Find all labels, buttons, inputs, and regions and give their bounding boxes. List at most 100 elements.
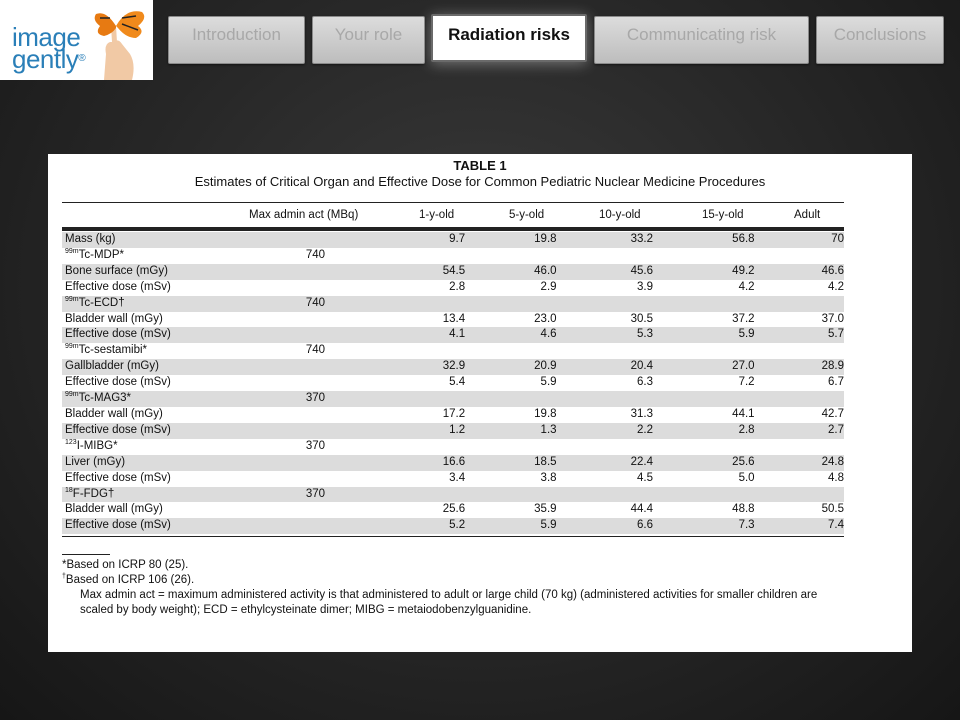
dose-value-cell: 6.3: [556, 375, 654, 392]
tab-radiation-risks[interactable]: Radiation risks: [431, 14, 587, 62]
dose-value-cell: [754, 438, 844, 455]
isotope-mass-number: 99m: [65, 248, 79, 256]
dose-value-cell: 24.8: [754, 454, 844, 471]
dose-value-cell: [556, 343, 654, 360]
row-label-text: Effective dose (mSv): [65, 423, 171, 436]
table-panel: TABLE 1 Estimates of Critical Organ and …: [48, 154, 912, 652]
table-row: Bone surface (mGy) 54.5 46.0 45.6 49.2 46.6: [62, 263, 844, 280]
row-label-text: Bladder wall (mGy): [65, 407, 163, 420]
row-label-text: Tc-sestamibi*: [78, 344, 148, 357]
tab-communicating-risk[interactable]: Communicating risk: [594, 16, 809, 64]
dose-value-cell: [465, 247, 557, 264]
dose-value-cell: 70: [754, 232, 844, 248]
row-label: Mass (kg): [62, 232, 244, 248]
dose-value-cell: 20.4: [556, 359, 654, 376]
dose-value-cell: [329, 247, 466, 264]
row-label: Bladder wall (mGy): [62, 406, 244, 423]
col-header-1y: 1-y-old: [419, 209, 455, 221]
image-gently-logo: image gently®: [0, 0, 153, 80]
dose-value-cell: 44.4: [556, 502, 654, 519]
dose-value-cell: 2.2: [556, 422, 654, 439]
dose-value-cell: 6.7: [754, 375, 844, 392]
footnote-rule: [62, 554, 110, 555]
dose-value-cell: 5.4: [329, 375, 466, 392]
max-admin-act-cell: [243, 232, 330, 248]
dose-value-cell: 46.6: [754, 263, 844, 280]
dose-value-cell: 19.8: [465, 232, 557, 248]
max-admin-act-cell: [243, 263, 330, 280]
table-subtitle: Estimates of Critical Organ and Effectiv…: [194, 174, 766, 189]
max-admin-act-cell: [243, 502, 330, 519]
max-admin-act-cell: [243, 406, 330, 423]
row-label-text: Gallbladder (mGy): [65, 360, 159, 373]
row-label-text: Effective dose (mSv): [65, 519, 171, 532]
table-row: Bladder wall (mGy) 17.2 19.8 31.3 44.1 42.7: [62, 406, 844, 423]
table-row: Effective dose (mSv) 4.1 4.6 5.3 5.9 5.7: [62, 327, 844, 344]
row-label: 99mTc-sestamibi*: [62, 343, 244, 360]
max-admin-act-cell: 370: [243, 438, 330, 455]
table-header: Max admin act (MBq) 1-y-old 5-y-old 10-y…: [62, 207, 844, 225]
dose-value-cell: [556, 247, 654, 264]
row-label: 123I-MIBG*: [62, 438, 244, 455]
row-label: 99mTc-ECD†: [62, 295, 244, 312]
logo-wordmark: image gently®: [12, 24, 86, 72]
table-row: 99mTc-MDP* 740: [62, 247, 844, 264]
footnote-1: *Based on ICRP 80 (25).: [62, 559, 189, 571]
col-header-max-act: Max admin act (MBq): [249, 209, 359, 221]
dose-value-cell: 27.0: [653, 359, 755, 376]
dose-value-cell: [465, 391, 557, 407]
row-label-text: Effective dose (mSv): [65, 471, 171, 484]
dose-value-cell: 28.9: [754, 359, 844, 376]
col-header-5y: 5-y-old: [509, 209, 545, 221]
dose-value-cell: [465, 295, 557, 312]
dose-value-cell: 48.8: [653, 502, 755, 519]
header-rule: [62, 227, 844, 231]
table-row: Effective dose (mSv) 5.2 5.9 6.6 7.3 7.4: [62, 518, 844, 535]
dose-value-cell: 49.2: [653, 263, 755, 280]
table-row: Bladder wall (mGy) 13.4 23.0 30.5 37.2 37.0: [62, 311, 844, 328]
dose-value-cell: 20.9: [465, 359, 557, 376]
dose-value-cell: 30.5: [556, 311, 654, 328]
max-admin-act-cell: 370: [243, 486, 330, 503]
row-label: Bone surface (mGy): [62, 263, 244, 280]
dose-value-cell: 4.2: [754, 279, 844, 296]
row-label-text: Bone surface (mGy): [65, 264, 168, 277]
dose-value-cell: [556, 438, 654, 455]
max-admin-act-cell: [243, 327, 330, 344]
col-header-10y: 10-y-old: [599, 209, 641, 221]
dose-value-cell: 56.8: [653, 232, 755, 248]
dose-value-cell: 7.3: [653, 518, 755, 535]
tab-your-role[interactable]: Your role: [312, 16, 425, 64]
dose-value-cell: 3.8: [465, 470, 557, 487]
row-label-text: Effective dose (mSv): [65, 280, 171, 293]
dose-value-cell: [754, 391, 844, 407]
row-label-text: F-FDG†: [72, 487, 115, 500]
dose-value-cell: [754, 486, 844, 503]
dose-value-cell: 50.5: [754, 502, 844, 519]
dose-value-cell: 2.7: [754, 422, 844, 439]
dose-value-cell: 5.7: [754, 327, 844, 344]
dose-table: Mass (kg) 9.7 19.8 33.2 56.8 70 99mTc-MDP* 740 B…: [62, 232, 844, 535]
dose-value-cell: 16.6: [329, 454, 466, 471]
dose-value-cell: 5.0: [653, 470, 755, 487]
row-label-text: Tc-MDP*: [78, 248, 124, 261]
dose-value-cell: 7.2: [653, 375, 755, 392]
max-admin-act-cell: 370: [243, 391, 330, 407]
tab-conclusions[interactable]: Conclusions: [816, 16, 944, 64]
dose-value-cell: [329, 438, 466, 455]
dose-value-cell: 5.2: [329, 518, 466, 535]
table-row: 18F-FDG† 370: [62, 486, 844, 503]
row-label: Effective dose (mSv): [62, 470, 244, 487]
dose-value-cell: 4.6: [465, 327, 557, 344]
dose-value-cell: [556, 486, 654, 503]
row-label: Effective dose (mSv): [62, 327, 244, 344]
dose-value-cell: 42.7: [754, 406, 844, 423]
row-label: Effective dose (mSv): [62, 422, 244, 439]
dose-value-cell: 6.6: [556, 518, 654, 535]
dose-value-cell: 45.6: [556, 263, 654, 280]
tab-introduction[interactable]: Introduction: [168, 16, 305, 64]
table-heading: TABLE 1 Estimates of Critical Organ and …: [48, 158, 912, 190]
max-admin-act-cell: [243, 359, 330, 376]
row-label-text: Bladder wall (mGy): [65, 312, 163, 325]
footnote-2-text: Based on ICRP 106 (26).: [65, 574, 195, 586]
